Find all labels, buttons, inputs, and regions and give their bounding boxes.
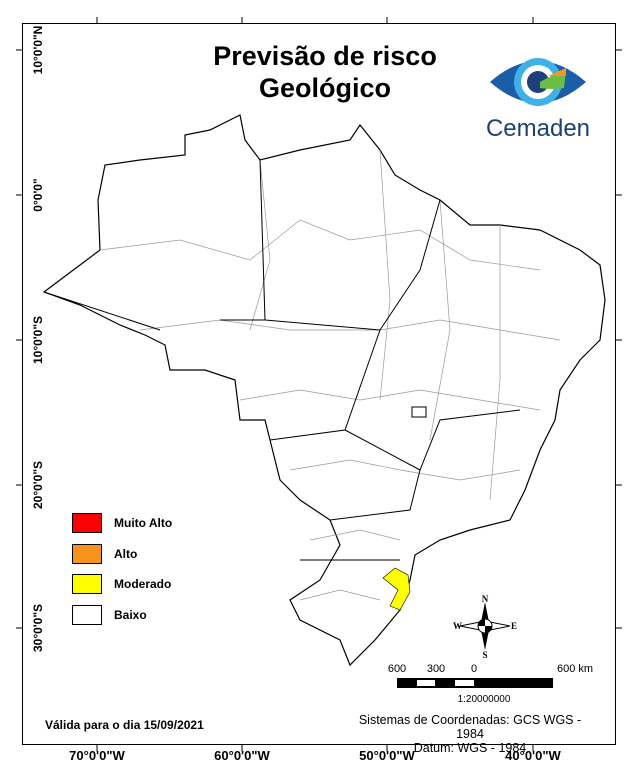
- legend-item: Alto: [72, 539, 172, 570]
- lon-label: 50°0'0"W: [359, 748, 415, 763]
- compass-s: S: [482, 650, 487, 658]
- brazil-outline: [42, 114, 606, 667]
- legend-swatch: [72, 543, 102, 564]
- lon-label: 60°0'0"W: [214, 748, 270, 763]
- scale-label: 600: [387, 663, 407, 675]
- legend-label: Moderado: [114, 577, 172, 592]
- cemaden-logo: Cemaden: [478, 52, 598, 143]
- datum-line: Datum: WGS - 1984: [413, 741, 527, 755]
- scale-label: 0: [470, 663, 478, 675]
- legend-label: Muito Alto: [114, 516, 173, 531]
- scale-ratio: 1:20000000: [457, 694, 511, 705]
- legend-item: Moderado: [72, 569, 172, 600]
- title-line1: Previsão de risco: [213, 41, 437, 71]
- coord-system-line: Sistemas de Coordenadas: GCS WGS - 1984: [358, 713, 582, 741]
- legend-item: Baixo: [72, 600, 172, 631]
- scale-bar: [397, 678, 553, 688]
- legend-swatch: [72, 574, 102, 595]
- scale-label: 600 km: [556, 663, 594, 675]
- map-frame: [22, 23, 616, 745]
- valid-date: Válida para o dia 15/09/2021: [45, 718, 204, 732]
- legend-swatch: [72, 513, 102, 534]
- title-line2: Geológico: [258, 73, 391, 103]
- cemaden-eye-logo-icon: [490, 58, 586, 106]
- legend-label: Baixo: [114, 607, 147, 622]
- compass-rose-icon: N S W E: [453, 594, 517, 658]
- lon-label: 70°0'0"W: [69, 748, 125, 763]
- legend-label: Alto: [114, 546, 138, 561]
- coordinate-system: Sistemas de Coordenadas: GCS WGS - 1984 …: [350, 713, 590, 755]
- moderate-risk-area: [382, 567, 411, 611]
- legend: Muito Alto Alto Moderado Baixo: [72, 508, 172, 630]
- map-title: Previsão de risco Geológico: [170, 40, 480, 104]
- compass-w: W: [453, 621, 462, 631]
- legend-item: Muito Alto: [72, 508, 172, 539]
- legend-swatch: [72, 604, 102, 625]
- scale-label: 300: [426, 663, 446, 675]
- logo-text: Cemaden: [485, 115, 591, 142]
- compass-n: N: [482, 594, 489, 604]
- lon-label: 40°0'0"W: [505, 748, 561, 763]
- compass-e: E: [511, 621, 517, 631]
